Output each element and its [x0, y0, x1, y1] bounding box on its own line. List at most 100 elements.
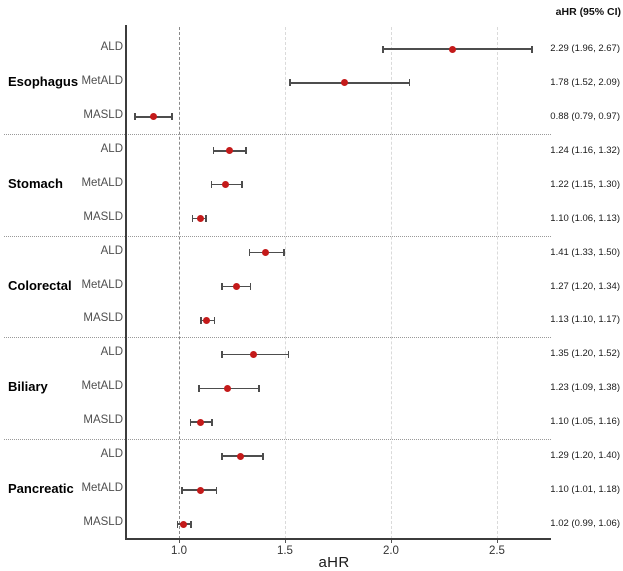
ahr-column-header: aHR (95% CI) [555, 6, 621, 18]
row-label: MetALD [81, 482, 123, 495]
point-estimate [196, 418, 204, 426]
gridline [390, 27, 392, 539]
ci-cap-low [191, 215, 194, 223]
point-estimate [224, 384, 232, 392]
ci-cap-high [249, 283, 252, 290]
point-estimate [340, 79, 348, 87]
ci-cap-low [382, 45, 384, 53]
ci-cap-high [215, 486, 218, 494]
point-estimate [196, 486, 204, 494]
ci-cap-low [221, 283, 223, 290]
x-axis-tick [178, 540, 180, 543]
x-tick-label: 2.0 [382, 545, 399, 557]
row-label: MASLD [83, 312, 123, 325]
ci-cap-low [221, 452, 223, 460]
ci-line [382, 48, 533, 50]
point-estimate [222, 181, 230, 189]
ahr-value: 0.88 (0.79, 0.97) [550, 110, 620, 122]
ci-cap-low [212, 147, 215, 155]
group-label: Pancreatic [8, 481, 74, 497]
ci-cap-high [262, 452, 264, 460]
ci-cap-high [283, 249, 285, 257]
row-label: MetALD [81, 380, 123, 393]
ahr-value: 1.41 (1.33, 1.50) [550, 246, 620, 258]
row-label: ALD [100, 244, 123, 257]
ahr-value: 1.23 (1.09, 1.38) [550, 382, 620, 394]
ahr-value: 1.35 (1.20, 1.52) [550, 348, 620, 360]
group-label: Stomach [8, 175, 63, 191]
row-label: MetALD [81, 176, 123, 189]
point-estimate [232, 283, 240, 290]
ci-line [289, 82, 411, 84]
x-axis-tick [390, 540, 392, 543]
ci-cap-high [258, 384, 260, 392]
row-label: ALD [100, 41, 123, 53]
x-axis-title: aHR [318, 554, 350, 571]
point-estimate [203, 316, 211, 324]
row-label: MetALD [81, 278, 123, 291]
point-estimate [262, 249, 270, 257]
ahr-value: 1.02 (0.99, 1.06) [550, 518, 620, 530]
reference-line [178, 27, 180, 539]
ci-cap-high [171, 113, 173, 121]
row-label: ALD [100, 448, 123, 461]
point-estimate [196, 215, 204, 223]
x-axis-line [125, 538, 551, 540]
ci-cap-high [408, 79, 411, 87]
ahr-value: 2.29 (1.96, 2.67) [550, 43, 620, 54]
ci-cap-high [531, 45, 533, 53]
ahr-value: 1.10 (1.01, 1.18) [550, 484, 620, 496]
ci-cap-high [190, 520, 192, 528]
ci-cap-low [200, 316, 202, 324]
row-label: MASLD [83, 108, 123, 121]
ci-cap-high [245, 147, 247, 155]
group-divider [4, 235, 551, 237]
x-axis-tick [284, 540, 286, 543]
row-label: MASLD [83, 210, 123, 223]
ahr-value: 1.27 (1.20, 1.34) [550, 280, 620, 292]
x-axis-tick [496, 540, 498, 543]
ci-cap-low [289, 79, 291, 87]
group-divider [4, 337, 551, 339]
ci-cap-low [176, 520, 179, 528]
ci-cap-high [211, 418, 213, 426]
ahr-value: 1.24 (1.16, 1.32) [550, 144, 620, 156]
gridline [284, 27, 286, 539]
ci-cap-low [210, 181, 213, 189]
point-estimate [179, 520, 187, 528]
ahr-value: 1.10 (1.05, 1.16) [550, 416, 620, 428]
ahr-value: 1.22 (1.15, 1.30) [550, 178, 620, 190]
ci-cap-high [287, 350, 290, 358]
row-label: MASLD [83, 414, 123, 427]
ahr-value: 1.13 (1.10, 1.17) [550, 314, 620, 326]
x-tick-label: 1.0 [170, 545, 187, 557]
gridline [496, 27, 498, 539]
ahr-value: 1.29 (1.20, 1.40) [550, 450, 620, 462]
ci-cap-high [205, 215, 207, 223]
x-tick-label: 1.5 [276, 545, 293, 557]
y-axis-line [125, 25, 127, 539]
ci-cap-low [198, 384, 200, 392]
ahr-value: 1.78 (1.52, 2.09) [550, 76, 620, 88]
ci-cap-low [189, 418, 192, 426]
ci-cap-low [221, 350, 223, 358]
row-label: MetALD [81, 74, 123, 87]
ci-cap-high [241, 181, 243, 189]
ci-cap-low [134, 113, 136, 121]
ahr-value: 1.10 (1.06, 1.13) [550, 212, 620, 224]
point-estimate [448, 45, 456, 53]
point-estimate [150, 113, 158, 121]
x-tick-label: 2.5 [488, 545, 505, 557]
group-label: Esophagus [8, 73, 79, 89]
ci-cap-low [181, 486, 183, 494]
group-divider [4, 133, 551, 135]
group-label: Colorectal [8, 277, 72, 293]
row-label: ALD [100, 142, 123, 155]
row-label: ALD [100, 346, 123, 359]
row-label: MASLD [83, 516, 123, 529]
ci-cap-low [248, 249, 251, 257]
point-estimate [226, 147, 234, 155]
group-label: Biliary [8, 379, 48, 395]
point-estimate [249, 350, 257, 358]
ci-cap-high [213, 316, 216, 324]
